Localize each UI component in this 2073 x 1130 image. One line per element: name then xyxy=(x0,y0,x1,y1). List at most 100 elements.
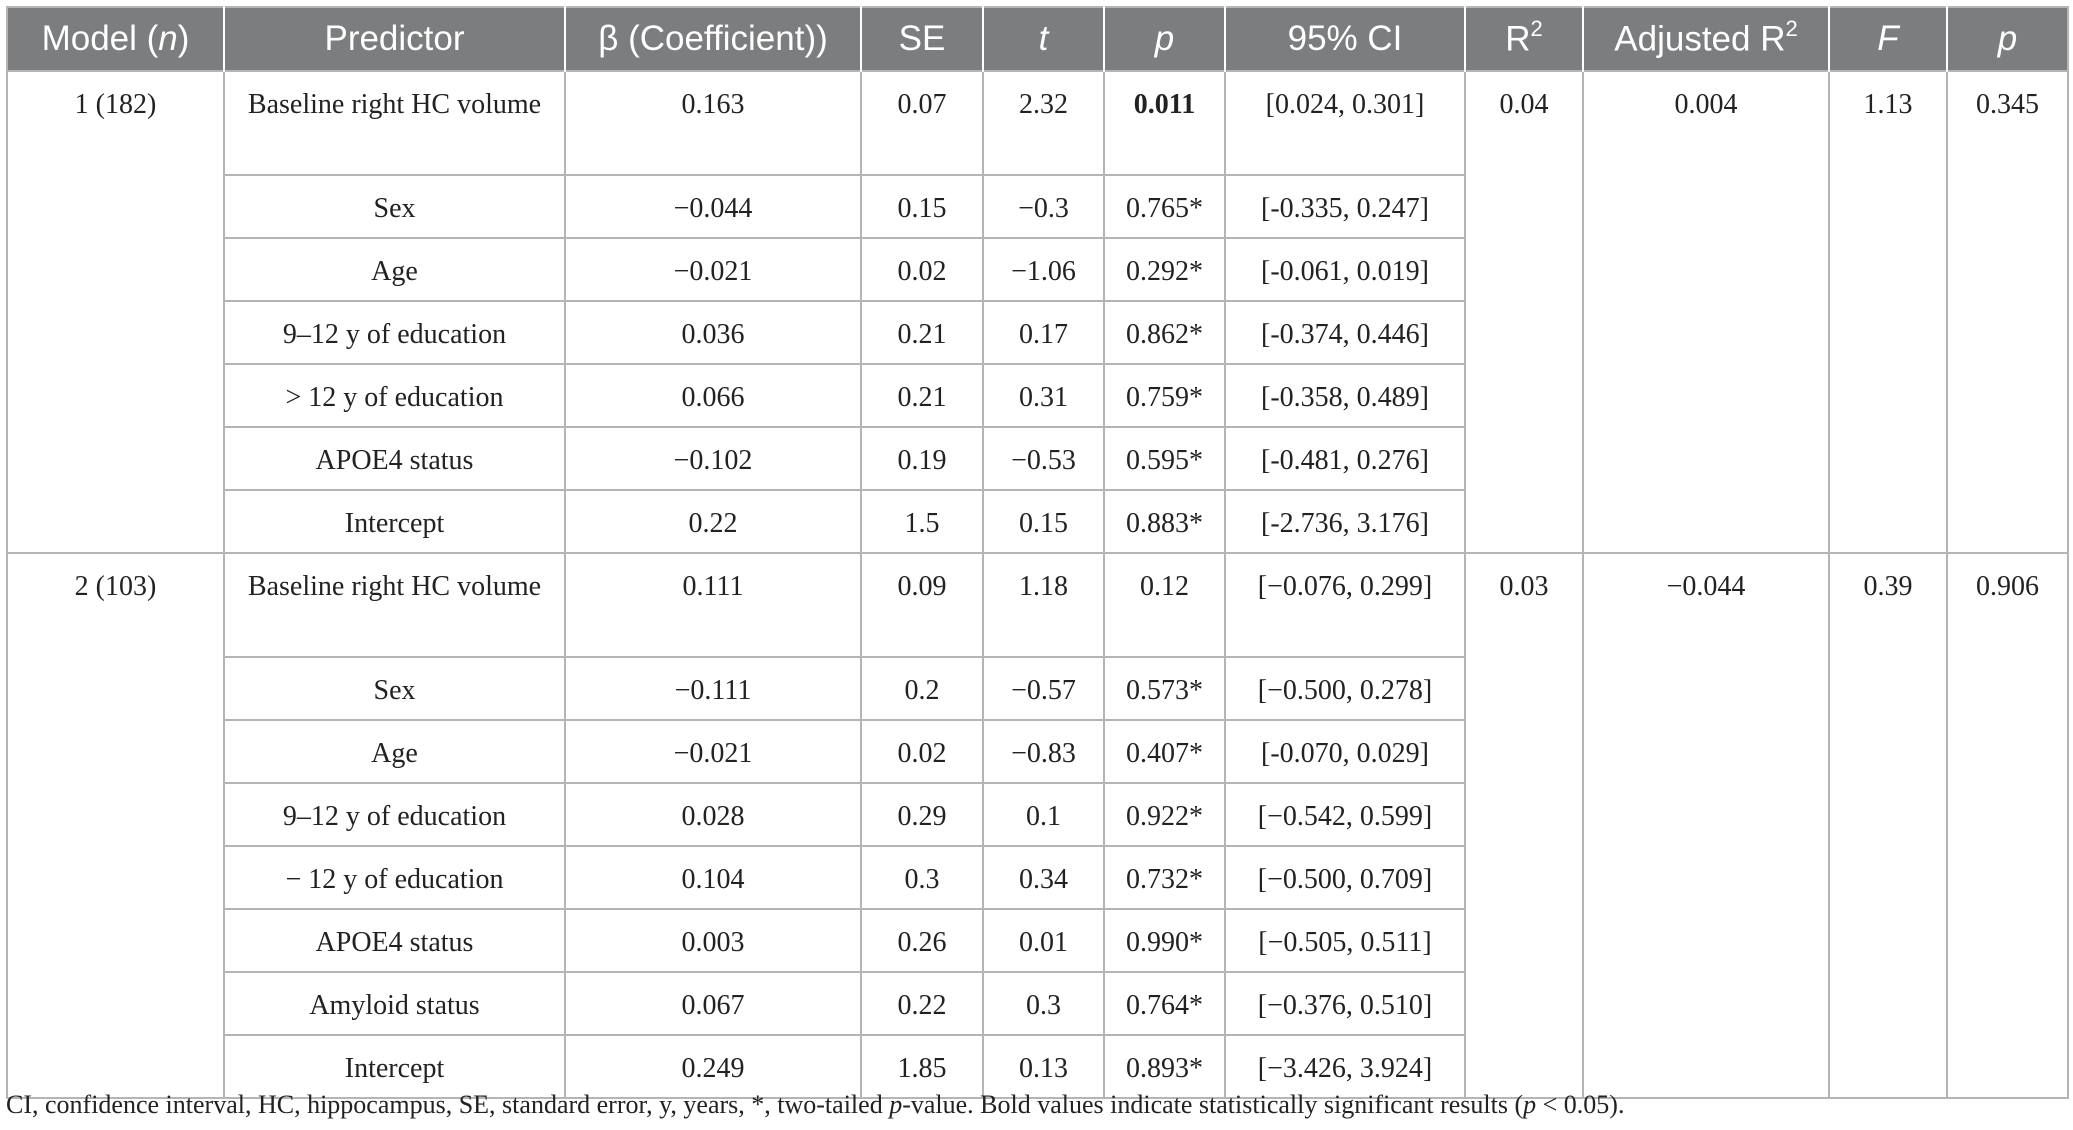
cell-beta-text: 0.249 xyxy=(681,1053,745,1084)
cell-ci-text: [-2.736, 3.176] xyxy=(1261,508,1429,539)
header-r2: R2 xyxy=(1464,7,1583,71)
cell-t-text: 0.1 xyxy=(1026,801,1061,832)
cell-t-text: −0.3 xyxy=(1018,193,1069,224)
cell-predictor-text: > 12 y of education xyxy=(285,382,504,413)
cell-se: 1.5 xyxy=(860,489,984,554)
cell-p-model: 0.906 xyxy=(1946,552,2069,1099)
cell-beta: 0.22 xyxy=(564,489,862,554)
cell-beta-text: 0.066 xyxy=(681,382,745,413)
cell-se: 0.2 xyxy=(860,656,984,721)
cell-p-text: 0.12 xyxy=(1140,571,1189,602)
cell-ci: [-0.481, 0.276] xyxy=(1224,426,1466,491)
cell-p-model: 0.345 xyxy=(1946,70,2069,554)
cell-se: 0.21 xyxy=(860,363,984,428)
cell-predictor-text: Baseline right HC volume xyxy=(247,571,542,602)
cell-beta: 0.003 xyxy=(564,908,862,973)
cell-se: 0.02 xyxy=(860,237,984,302)
cell-ci-text: [−0.076, 0.299] xyxy=(1257,571,1433,602)
cell-p: 0.12 xyxy=(1103,552,1226,658)
table-row: Sex −0.044 0.15 −0.3 0.765* [-0.335, 0.247] xyxy=(7,174,2068,239)
cell-t: 0.3 xyxy=(982,971,1105,1036)
cell-predictor: APOE4 status xyxy=(223,908,566,973)
cell-beta: 0.067 xyxy=(564,971,862,1036)
cell-se-text: 0.26 xyxy=(897,927,947,958)
cell-se: 0.26 xyxy=(860,908,984,973)
cell-se: 0.21 xyxy=(860,300,984,365)
cell-beta: 0.163 xyxy=(564,70,862,176)
header-beta: β (Coefficient)) xyxy=(564,7,861,71)
cell-t: 0.1 xyxy=(982,782,1105,847)
cell-t-text: 2.32 xyxy=(1019,89,1068,120)
cell-ci-text: [−0.542, 0.599] xyxy=(1257,801,1433,832)
cell-ci-text: [-0.374, 0.446] xyxy=(1261,319,1429,350)
cell-p: 0.765* xyxy=(1103,174,1226,239)
table-row: 1 (182) Baseline right HC volume 0.163 0.07… xyxy=(6,70,2069,554)
cell-predictor: − 12 y of education xyxy=(223,845,566,910)
cell-beta: −0.044 xyxy=(564,174,862,239)
cell-predictor: Intercept xyxy=(223,489,566,554)
cell-se-text: 0.02 xyxy=(897,256,947,287)
cell-p-text: 0.595* xyxy=(1126,445,1203,476)
cell-t-text: −0.83 xyxy=(1011,738,1076,769)
cell-predictor: Sex xyxy=(223,174,566,239)
cell-t: 0.17 xyxy=(982,300,1105,365)
cell-p-text: 0.862* xyxy=(1126,319,1203,350)
cell-beta-text: −0.021 xyxy=(673,738,753,769)
cell-p: 0.883* xyxy=(1103,489,1226,554)
cell-se: 0.09 xyxy=(860,552,984,658)
cell-beta-text: 0.067 xyxy=(681,990,745,1021)
cell-predictor: APOE4 status xyxy=(223,426,566,491)
cell-t: −0.53 xyxy=(982,426,1105,491)
cell-se: 0.29 xyxy=(860,782,984,847)
cell-t: 0.31 xyxy=(982,363,1105,428)
cell-t-text: 1.18 xyxy=(1019,571,1068,602)
cell-p: 0.759* xyxy=(1103,363,1226,428)
header-model: Model (n) xyxy=(7,7,224,71)
cell-model-label-text: 1 (182) xyxy=(74,89,157,120)
cell-ci-text: [0.024, 0.301] xyxy=(1265,89,1425,120)
cell-p-text: 0.893* xyxy=(1126,1053,1203,1084)
cell-se-text: 0.2 xyxy=(904,675,940,706)
cell-t-text: 0.13 xyxy=(1019,1053,1068,1084)
cell-se-text: 0.22 xyxy=(897,990,947,1021)
cell-ci-text: [−0.500, 0.709] xyxy=(1257,864,1433,895)
cell-beta-text: 0.036 xyxy=(681,319,745,350)
cell-predictor-text: Intercept xyxy=(344,508,445,539)
cell-p: 0.595* xyxy=(1103,426,1226,491)
cell-se: 0.15 xyxy=(860,174,984,239)
cell-t: 0.34 xyxy=(982,845,1105,910)
cell-se-text: 1.85 xyxy=(897,1053,947,1084)
cell-t: −1.06 xyxy=(982,237,1105,302)
table-footnote: CI, confidence interval, HC, hippocampus… xyxy=(6,1090,1625,1119)
cell-ci: [-0.070, 0.029] xyxy=(1224,719,1466,784)
cell-t: −0.3 xyxy=(982,174,1105,239)
cell-p-text: 0.292* xyxy=(1126,256,1203,287)
cell-ci: [-0.374, 0.446] xyxy=(1224,300,1466,365)
cell-ci: [-2.736, 3.176] xyxy=(1224,489,1466,554)
cell-model-label: 2 (103) xyxy=(6,552,225,1099)
table-row: Intercept 0.249 1.85 0.13 0.893* [−3.426, 3.9… xyxy=(7,1034,2068,1099)
cell-se: 0.07 xyxy=(860,70,984,176)
cell-ci-text: [−0.376, 0.510] xyxy=(1257,990,1433,1021)
cell-ci: [−0.542, 0.599] xyxy=(1224,782,1466,847)
cell-predictor-text: Age xyxy=(371,738,418,769)
cell-model-label-text: 2 (103) xyxy=(74,571,157,602)
cell-predictor-text: 9–12 y of education xyxy=(282,801,507,832)
table-row: APOE4 status −0.102 0.19 −0.53 0.595* [-0.481… xyxy=(7,426,2068,491)
header-adj-r2: Adjusted R2 xyxy=(1582,7,1829,71)
cell-predictor-text: Sex xyxy=(373,193,416,224)
cell-se-text: 0.19 xyxy=(897,445,947,476)
table-row: APOE4 status 0.003 0.26 0.01 0.990* [−0.505, … xyxy=(7,908,2068,973)
cell-beta-text: 0.104 xyxy=(681,864,745,895)
header-p: p xyxy=(1103,7,1225,71)
cell-p-model-text: 0.906 xyxy=(1976,571,2039,602)
cell-beta-text: 0.163 xyxy=(681,89,745,120)
regression-table-container: Model (n) Predictor β (Coefficient)) SE … xyxy=(6,6,2069,1099)
table-row: 9–12 y of education 0.028 0.29 0.1 0.922* [−0… xyxy=(7,782,2068,847)
cell-beta-text: −0.021 xyxy=(673,256,753,287)
header-p-model: p xyxy=(1946,7,2068,71)
cell-ci: [-0.335, 0.247] xyxy=(1224,174,1466,239)
cell-p: 0.862* xyxy=(1103,300,1226,365)
cell-f: 0.39 xyxy=(1828,552,1948,1099)
cell-predictor-text: Age xyxy=(371,256,418,287)
